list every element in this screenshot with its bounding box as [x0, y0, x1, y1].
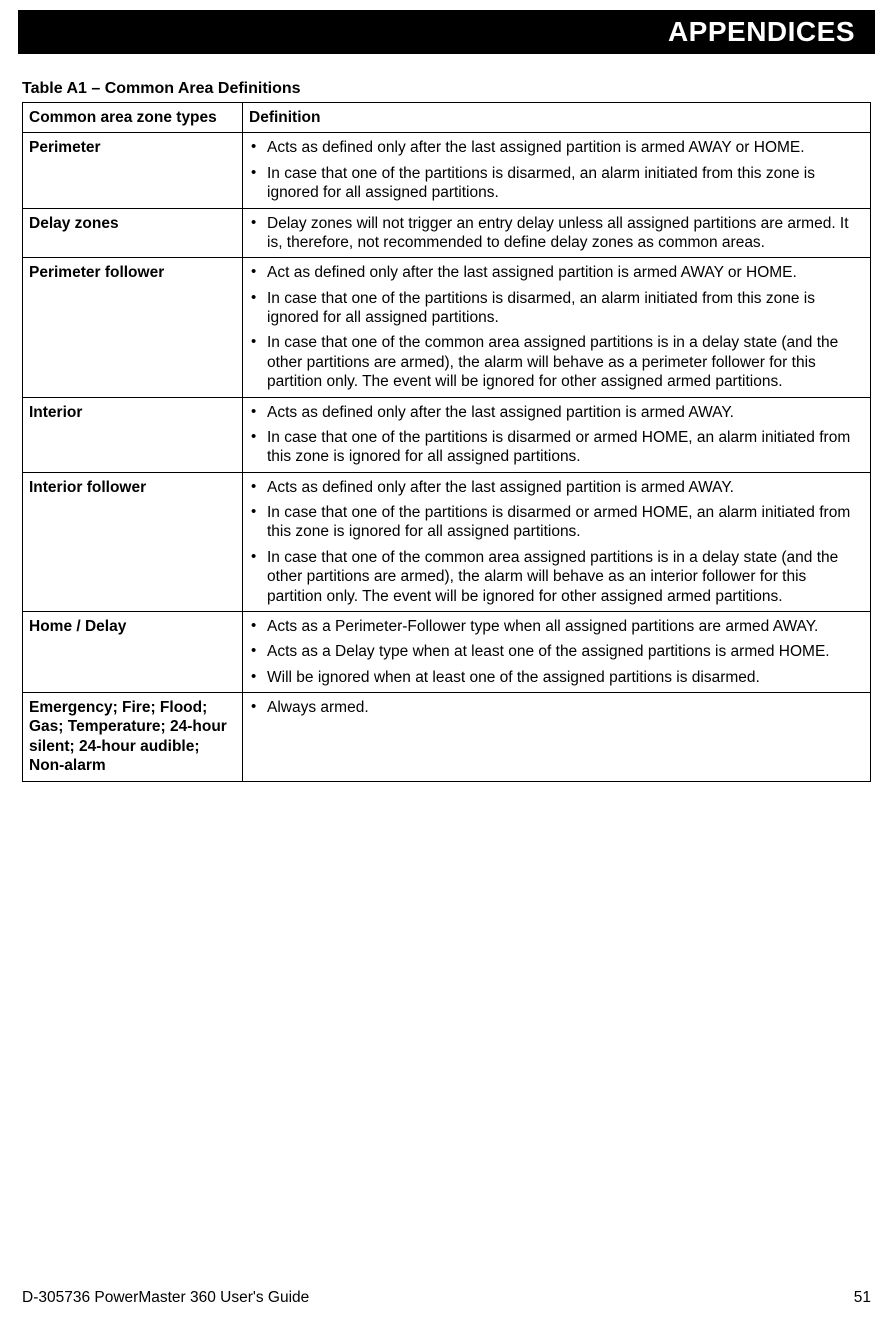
footer-left: D-305736 PowerMaster 360 User's Guide — [22, 1289, 309, 1307]
table-title: Table A1 – Common Area Definitions — [22, 80, 871, 98]
bullet-item: Acts as defined only after the last assi… — [249, 138, 864, 157]
footer-page-number: 51 — [854, 1289, 871, 1307]
zone-definition: Delay zones will not trigger an entry de… — [243, 208, 871, 258]
bullet-item: In case that one of the partitions is di… — [249, 428, 864, 467]
header-title: APPENDICES — [668, 16, 855, 47]
bullet-item: Acts as a Perimeter-Follower type when a… — [249, 617, 864, 636]
bullet-item: Act as defined only after the last assig… — [249, 263, 864, 282]
table-row: Perimeter Acts as defined only after the… — [23, 133, 871, 208]
bullet-item: Acts as a Delay type when at least one o… — [249, 642, 864, 661]
page-footer: D-305736 PowerMaster 360 User's Guide 51 — [22, 1289, 871, 1307]
bullet-item: In case that one of the common area assi… — [249, 333, 864, 391]
zone-label: Perimeter follower — [23, 258, 243, 397]
bullet-item: Will be ignored when at least one of the… — [249, 668, 864, 687]
bullet-item: Acts as defined only after the last assi… — [249, 478, 864, 497]
page: APPENDICES Table A1 – Common Area Defini… — [0, 10, 893, 1335]
table-header-zone: Common area zone types — [23, 103, 243, 133]
table-row: Interior Acts as defined only after the … — [23, 397, 871, 472]
zone-label: Perimeter — [23, 133, 243, 208]
bullet-item: In case that one of the partitions is di… — [249, 289, 864, 328]
bullet-item: In case that one of the common area assi… — [249, 548, 864, 606]
bullet-item: In case that one of the partitions is di… — [249, 164, 864, 203]
zone-label: Home / Delay — [23, 611, 243, 692]
table-row: Perimeter follower Act as defined only a… — [23, 258, 871, 397]
zone-label: Interior follower — [23, 472, 243, 611]
header-bar: APPENDICES — [18, 10, 875, 54]
table-row: Home / Delay Acts as a Perimeter-Followe… — [23, 611, 871, 692]
zone-label: Interior — [23, 397, 243, 472]
bullet-item: Acts as defined only after the last assi… — [249, 403, 864, 422]
zone-definition: Acts as a Perimeter-Follower type when a… — [243, 611, 871, 692]
bullet-item: Always armed. — [249, 698, 864, 717]
zone-label: Emergency; Fire; Flood; Gas; Temperature… — [23, 693, 243, 782]
table-row: Emergency; Fire; Flood; Gas; Temperature… — [23, 693, 871, 782]
zone-definition: Acts as defined only after the last assi… — [243, 397, 871, 472]
table-header-definition: Definition — [243, 103, 871, 133]
content-area: Table A1 – Common Area Definitions Commo… — [0, 54, 893, 782]
zone-definition: Act as defined only after the last assig… — [243, 258, 871, 397]
zone-definition: Acts as defined only after the last assi… — [243, 133, 871, 208]
table-row: Delay zones Delay zones will not trigger… — [23, 208, 871, 258]
table-header-row: Common area zone types Definition — [23, 103, 871, 133]
zone-label: Delay zones — [23, 208, 243, 258]
bullet-item: Delay zones will not trigger an entry de… — [249, 214, 864, 253]
definitions-table: Common area zone types Definition Perime… — [22, 102, 871, 782]
zone-definition: Always armed. — [243, 693, 871, 782]
zone-definition: Acts as defined only after the last assi… — [243, 472, 871, 611]
bullet-item: In case that one of the partitions is di… — [249, 503, 864, 542]
table-row: Interior follower Acts as defined only a… — [23, 472, 871, 611]
